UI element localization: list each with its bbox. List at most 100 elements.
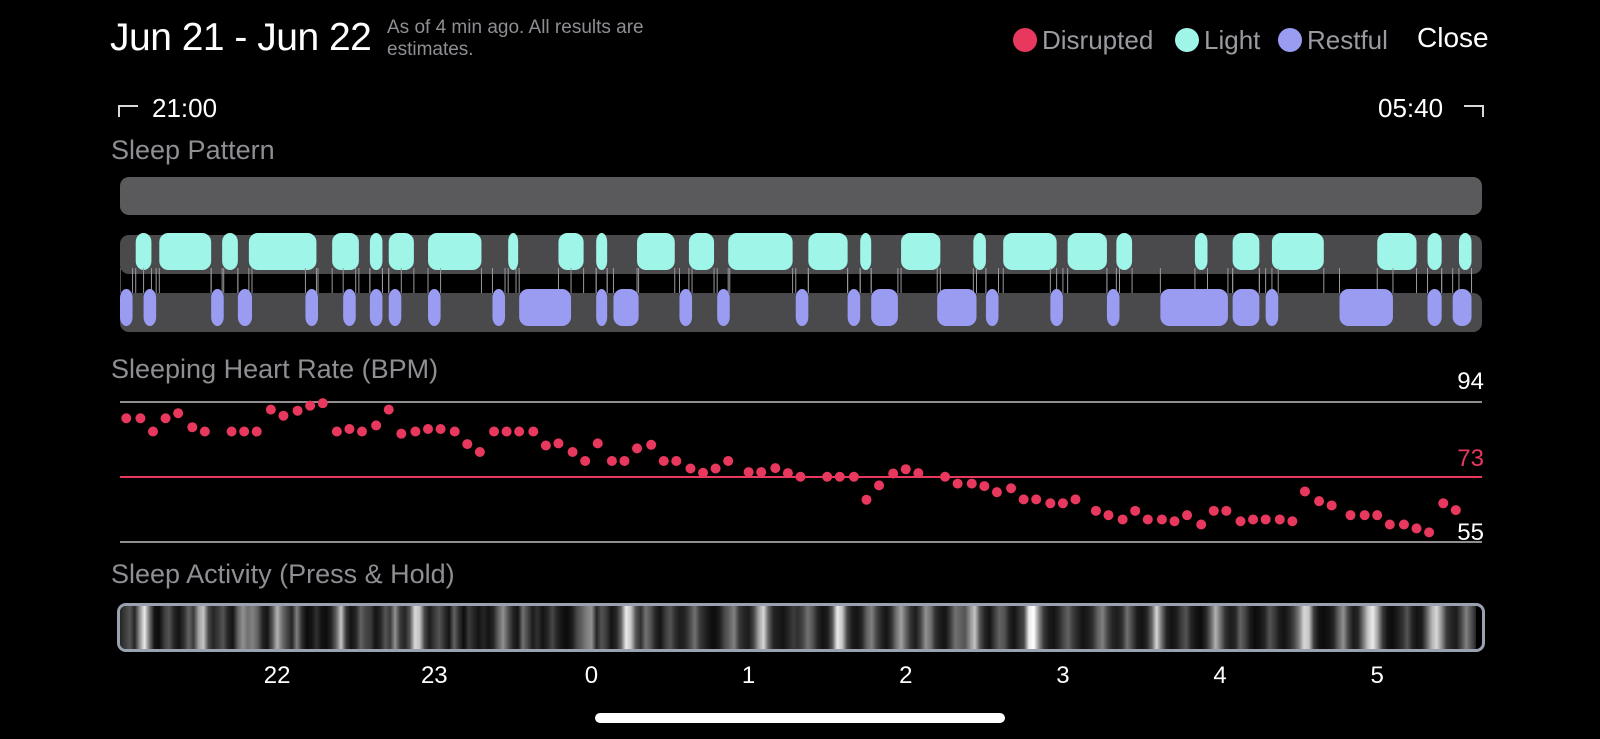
heart-rate-point (592, 438, 603, 449)
heart-rate-point (344, 424, 355, 434)
light-dot-icon (1175, 28, 1199, 52)
restful-sleep-segment (428, 289, 441, 326)
heart-rate-point (423, 424, 434, 434)
heart-rate-point (1235, 516, 1246, 527)
sleep-activity-heatmap (120, 606, 1476, 649)
light-sleep-segment (860, 233, 872, 270)
hour-tick-label: 0 (584, 662, 599, 689)
light-sleep-segment (596, 233, 608, 270)
heart-rate-chart (121, 398, 1461, 538)
sleep-activity-bar[interactable] (117, 603, 1485, 652)
heart-rate-point (979, 481, 990, 492)
heart-rate-point (1260, 514, 1271, 525)
light-sleep-segment (1232, 233, 1260, 270)
heart-rate-point (795, 471, 806, 482)
heart-rate-point (756, 467, 767, 478)
heart-rate-point (1384, 519, 1395, 530)
light-sleep-segment (135, 233, 152, 270)
heart-rate-point (1006, 483, 1017, 494)
heart-rate-point (357, 426, 368, 437)
restful-sleep-segment (937, 289, 977, 326)
light-sleep-segment (728, 233, 793, 270)
heart-rate-point (331, 426, 342, 437)
heart-rate-point (952, 478, 963, 489)
home-indicator[interactable] (595, 713, 1005, 723)
restful-sleep-segment (871, 289, 898, 326)
heart-rate-max-line (120, 401, 1482, 403)
heart-rate-point (1196, 519, 1207, 530)
heart-rate-point (1156, 514, 1167, 525)
heart-rate-point (1130, 505, 1141, 516)
heart-rate-point (1221, 505, 1232, 516)
heart-rate-point (410, 426, 421, 437)
heart-rate-point (1326, 500, 1337, 511)
hour-tick-label: 5 (1370, 662, 1384, 689)
heart-rate-point (1090, 505, 1101, 516)
heart-rate-point (632, 443, 643, 454)
restful-sleep-segment (143, 289, 157, 326)
restful-sleep-segment (1265, 289, 1279, 326)
start-bracket-icon (118, 105, 138, 117)
heart-rate-max-label: 94 (1457, 368, 1484, 395)
light-sleep-segment (248, 233, 317, 270)
restful-sleep-segment (211, 289, 224, 326)
heart-rate-point (1424, 527, 1435, 538)
heart-rate-point (619, 455, 630, 466)
light-sleep-segment (1003, 233, 1057, 270)
heart-rate-point (1142, 514, 1153, 525)
heart-rate-point (449, 426, 460, 437)
heart-rate-point (148, 426, 159, 437)
restful-sleep-segment (613, 289, 639, 326)
heart-rate-point (489, 426, 500, 437)
heart-rate-point (501, 426, 512, 437)
legend-item-light: Light (1175, 24, 1260, 56)
sleep-activity-title: Sleep Activity (Press & Hold) (111, 559, 455, 589)
light-sleep-segment (1427, 233, 1442, 270)
light-sleep-segment (222, 233, 238, 270)
heart-rate-point (861, 494, 872, 505)
heart-rate-point (723, 455, 734, 466)
end-bracket-icon (1464, 105, 1484, 117)
heart-rate-point (278, 410, 289, 421)
heart-rate-point (580, 455, 591, 466)
heart-rate-point (1045, 498, 1056, 509)
light-sleep-segment (1377, 233, 1417, 270)
heart-rate-point (1208, 505, 1219, 516)
light-sleep-segment (159, 233, 212, 270)
heart-rate-point (187, 422, 198, 433)
light-sleep-segment (973, 233, 986, 270)
restful-sleep-segment (717, 289, 730, 326)
hour-tick-label: 4 (1213, 662, 1227, 689)
heart-rate-point (900, 464, 911, 475)
restful-sleep-segment (1232, 289, 1260, 326)
heart-rate-avg-label: 73 (1457, 445, 1484, 472)
heart-rate-point (1299, 486, 1310, 497)
heart-rate-point (770, 463, 781, 474)
heart-rate-point (1287, 516, 1298, 527)
light-sleep-segment (1458, 233, 1472, 270)
restful-sleep-segment (1160, 289, 1228, 326)
heart-rate-point (226, 426, 237, 437)
close-button[interactable]: Close (1417, 22, 1489, 53)
restful-sleep-segment (519, 289, 572, 326)
heart-rate-point (1274, 514, 1285, 525)
heart-rate-point (1248, 514, 1259, 525)
heart-rate-point (888, 468, 899, 479)
restful-sleep-segment (388, 289, 402, 326)
heart-rate-point (265, 404, 276, 415)
legend-label-disrupted: Disrupted (1042, 24, 1154, 55)
heart-rate-point (567, 446, 578, 457)
heart-rate-point (121, 413, 132, 424)
heart-rate-title: Sleeping Heart Rate (BPM) (111, 354, 439, 384)
start-time-label: 21:00 (152, 93, 218, 123)
light-sleep-segment (1271, 233, 1324, 270)
restful-sleep-segment (985, 289, 999, 326)
heart-rate-point (1103, 510, 1114, 521)
estimate-note: As of 4 min ago. All results are estimat… (387, 17, 644, 60)
light-sleep-segment (637, 233, 675, 270)
disrupted-dot-icon (1013, 28, 1037, 52)
heart-rate-point (528, 426, 539, 437)
heart-rate-point (435, 424, 446, 434)
restful-sleep-segment (305, 289, 319, 326)
sleep-pattern-chart (120, 233, 1473, 326)
